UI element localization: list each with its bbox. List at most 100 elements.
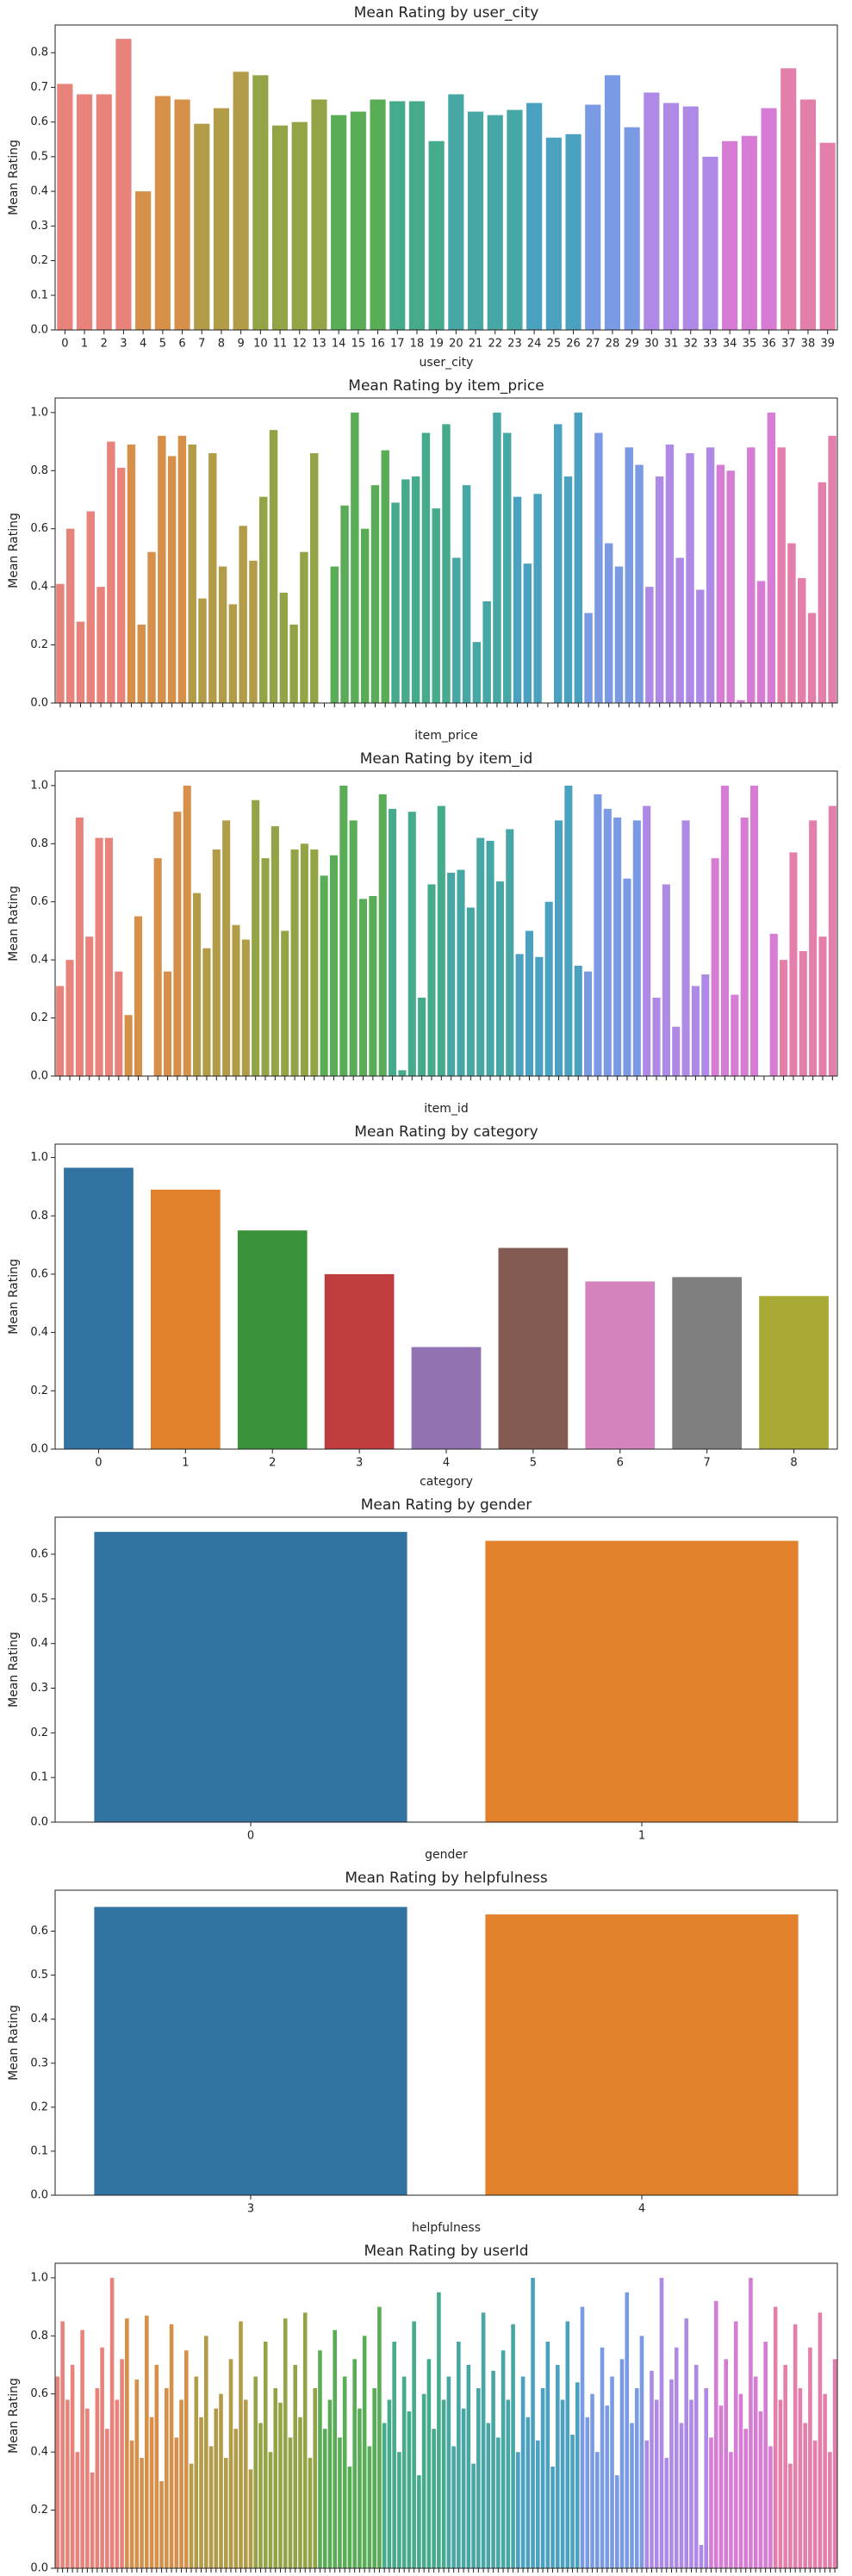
y-tick-label: 0.6 [30, 1925, 48, 1938]
y-axis-label: Mean Rating [7, 1632, 21, 1708]
x-tick-label: 24 [527, 338, 542, 351]
bar [392, 2342, 396, 2568]
bar [167, 456, 177, 703]
x-tick-label: 25 [547, 338, 562, 351]
bar [377, 2306, 382, 2568]
bar [397, 2452, 401, 2568]
bar [232, 924, 240, 1076]
bar [389, 808, 397, 1076]
bar [70, 2365, 75, 2568]
bar [219, 2393, 223, 2568]
bar [799, 951, 807, 1076]
x-axis-label: user_city [420, 356, 474, 370]
bar [525, 930, 534, 1076]
bar [96, 587, 105, 703]
bar [574, 412, 583, 703]
bar [318, 2350, 322, 2568]
x-axis-label: item_id [424, 1102, 468, 1116]
bar [261, 858, 270, 1076]
bar [778, 2399, 783, 2568]
bar [747, 447, 756, 703]
bar [208, 453, 217, 703]
bar [630, 2423, 634, 2568]
bar [793, 2324, 798, 2568]
bar [198, 598, 207, 703]
bar [655, 476, 664, 703]
bar [556, 2365, 560, 2568]
bar [662, 103, 680, 331]
x-tick-label: 36 [762, 338, 776, 351]
bar [105, 2429, 109, 2568]
y-axis-label: Mean Rating [7, 2378, 21, 2454]
bar [451, 2446, 456, 2568]
bar [153, 858, 162, 1076]
y-tick-label: 0.4 [30, 2013, 48, 2025]
chart-title: Mean Rating by gender [361, 1496, 532, 1514]
bar [65, 960, 74, 1076]
axes-frame [54, 1889, 838, 2196]
bar [322, 2429, 327, 2568]
bar [565, 134, 581, 330]
bar [580, 2306, 585, 2568]
bar [600, 2347, 605, 2568]
bar [340, 505, 349, 703]
axes-frame [54, 397, 838, 704]
bar [720, 785, 730, 1076]
x-axis-label: gender [425, 1848, 468, 1862]
bar [699, 2545, 704, 2568]
bar [408, 101, 426, 330]
bar [526, 103, 543, 331]
bar [503, 432, 512, 703]
bar [487, 115, 503, 330]
x-tick-label: 27 [586, 338, 600, 351]
y-tick-label: 0.4 [30, 2446, 48, 2459]
bar [57, 84, 73, 331]
x-tick-label: 5 [159, 338, 166, 351]
bar [491, 2370, 495, 2568]
axes-frame [54, 1143, 838, 1450]
bar [544, 901, 553, 1076]
bar [293, 2365, 298, 2568]
bar [783, 2365, 787, 2568]
bar [183, 2350, 189, 2568]
bar [665, 444, 675, 703]
x-tick-label: 3 [247, 2203, 254, 2216]
x-axis-label: item_price [414, 729, 477, 743]
bar [482, 601, 491, 703]
bar [188, 444, 196, 703]
bar [691, 986, 700, 1076]
bar [271, 826, 279, 1076]
bar [604, 543, 613, 703]
y-tick-label: 0.3 [30, 1682, 48, 1695]
y-tick-label: 0.0 [30, 1070, 48, 1083]
bar [818, 2312, 823, 2568]
bar [585, 104, 601, 330]
bar [313, 2387, 318, 2568]
bar [584, 971, 593, 1076]
bar [553, 424, 563, 703]
bar [259, 496, 268, 703]
y-tick-label: 0.2 [30, 1384, 48, 1397]
bar [320, 875, 328, 1076]
bar [398, 1070, 407, 1076]
bar [531, 2277, 535, 2568]
bar [389, 101, 406, 330]
y-tick-label: 0.8 [30, 464, 48, 477]
x-tick-label: 21 [469, 338, 483, 351]
bar [252, 800, 260, 1076]
bar [684, 2318, 689, 2568]
bar [645, 587, 654, 703]
bar [115, 2399, 120, 2568]
bar [124, 1015, 133, 1076]
x-tick-label: 8 [218, 338, 225, 351]
bar [741, 135, 757, 330]
y-tick-label: 0.6 [30, 522, 48, 535]
bar [381, 450, 389, 703]
bar [300, 551, 308, 703]
bar [513, 496, 522, 703]
bar [472, 642, 482, 703]
bar [763, 2342, 768, 2568]
bar [545, 137, 562, 330]
bar [347, 2467, 352, 2568]
bar [696, 589, 705, 703]
